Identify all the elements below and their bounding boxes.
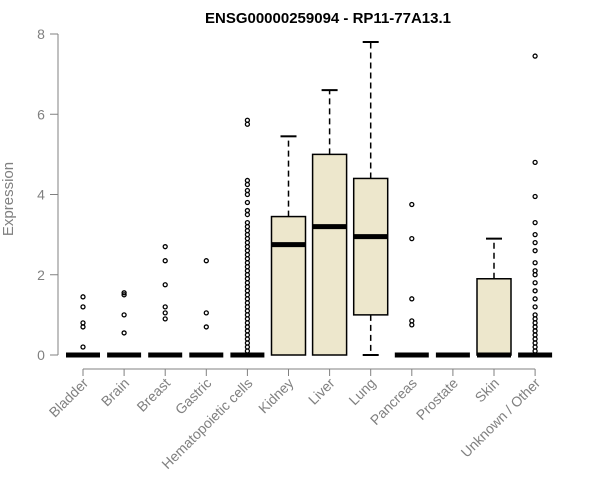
outlier-point <box>121 290 127 296</box>
outlier-point <box>532 288 538 294</box>
outlier-point <box>532 280 538 286</box>
box-series <box>66 41 553 358</box>
outlier-point <box>409 296 415 302</box>
box-group <box>518 53 553 358</box>
outlier-point <box>532 248 538 254</box>
x-tick-label: Liver <box>305 375 338 408</box>
outlier-point <box>532 268 538 274</box>
outlier-point <box>532 53 538 59</box>
x-tick-label: Kidney <box>255 375 297 417</box>
y-tick-label: 6 <box>37 106 45 122</box>
chart-title: ENSG00000259094 - RP11-77A13.1 <box>205 10 451 27</box>
outlier-point <box>244 219 251 226</box>
outlier-point <box>203 310 209 316</box>
box-iqr <box>476 278 512 356</box>
outlier-point <box>409 318 415 324</box>
outlier-point <box>162 316 168 322</box>
outlier-point <box>162 304 168 310</box>
box-group <box>352 41 389 356</box>
outlier-point <box>409 235 415 242</box>
outlier-point <box>244 117 251 123</box>
outlier-point <box>532 159 538 166</box>
y-axis-label: Expression <box>0 162 17 236</box>
outlier-point <box>80 294 86 300</box>
outlier-point <box>532 193 538 200</box>
x-tick-label: Bladder <box>46 375 92 421</box>
outlier-point <box>409 201 415 208</box>
x-tick-label: Brain <box>98 375 132 409</box>
outlier-point <box>162 258 168 264</box>
y-tick-label: 0 <box>37 347 45 363</box>
outlier-point <box>121 330 127 336</box>
outlier-point <box>244 187 251 194</box>
box-group <box>189 258 224 358</box>
outlier-point <box>80 344 86 350</box>
outlier-point <box>532 296 538 302</box>
outlier-point <box>532 239 538 246</box>
box-group <box>394 201 429 358</box>
outlier-point <box>80 304 86 310</box>
box-group <box>148 244 183 358</box>
outlier-point <box>244 177 251 184</box>
outlier-point <box>532 312 538 318</box>
outlier-point <box>532 219 538 226</box>
outlier-point <box>203 324 209 330</box>
y-tick-label: 2 <box>37 267 45 283</box>
outlier-point <box>532 304 538 310</box>
outlier-point <box>532 260 538 266</box>
box-group <box>66 294 100 358</box>
outlier-point <box>244 199 251 206</box>
box-iqr <box>311 153 348 356</box>
y-tick-label: 4 <box>37 187 45 203</box>
box-iqr <box>352 177 389 316</box>
outlier-point <box>121 292 127 298</box>
x-tick-label: Lung <box>345 375 378 408</box>
box-group <box>270 135 307 356</box>
outlier-point <box>80 320 86 326</box>
x-tick-label: Prostate <box>413 375 461 423</box>
outlier-point <box>162 282 168 288</box>
outlier-point <box>162 244 168 250</box>
outlier-point <box>121 312 127 318</box>
box-iqr <box>270 215 307 356</box>
x-tick-label: Breast <box>133 375 173 415</box>
box-group <box>230 117 265 358</box>
outlier-point <box>162 310 168 316</box>
x-tick-label: Skin <box>472 375 503 406</box>
box-group <box>107 290 142 358</box>
y-tick-label: 8 <box>37 26 45 42</box>
outlier-point <box>244 207 251 214</box>
outlier-point <box>203 258 209 264</box>
box-group <box>311 89 348 356</box>
y-axis: 0 2 4 6 8 <box>37 26 59 363</box>
box-group <box>476 237 512 358</box>
outlier-point <box>532 231 538 238</box>
